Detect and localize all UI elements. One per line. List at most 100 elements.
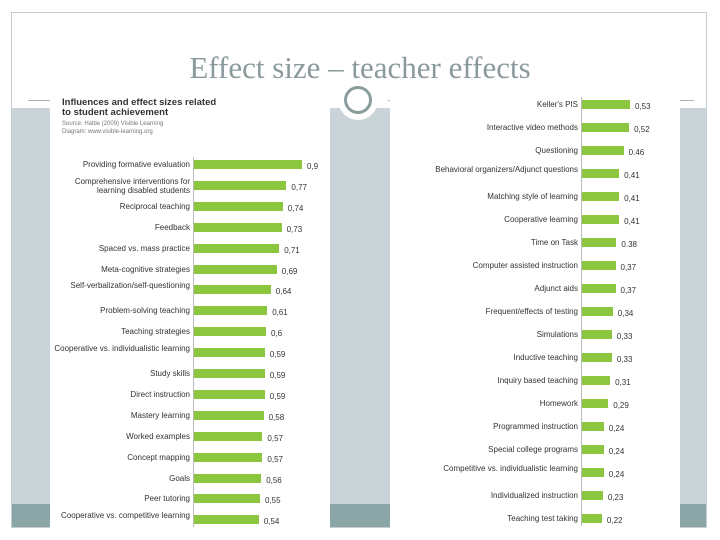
right-value-label: 0,41 (624, 194, 640, 203)
right-chart-axis (581, 97, 582, 526)
right-bar (582, 399, 609, 408)
right-value-label: 0,24 (608, 470, 625, 479)
chart-title-line1: Influences and effect sizes related (62, 97, 217, 108)
right-bar (582, 514, 602, 523)
left-category-label: Mastery learning (130, 410, 190, 420)
right-category-label: Adjunct aids (534, 284, 578, 293)
left-value-label: 0,57 (267, 433, 283, 443)
left-category-label: Cooperative vs. individualistic learning (54, 344, 190, 354)
left-value-label: 0,69 (281, 266, 298, 276)
left-category-label: Meta-cognitive strategies (101, 264, 190, 274)
left-bar (194, 452, 263, 462)
right-category-label: Frequent/effects of testing (485, 307, 578, 316)
right-category-label: Matching style of learning (487, 192, 578, 201)
right-value-label: 0,24 (608, 447, 625, 456)
chart-source-line1: Source: Hattie (2009) Visible Learning (62, 121, 164, 127)
left-value-label: 0,56 (266, 475, 282, 485)
left-category-label: Concept mapping (127, 452, 190, 462)
left-category-label: Study skills (149, 369, 190, 378)
slide-frame (11, 12, 707, 528)
left-value-label: 0,55 (265, 496, 281, 506)
right-category-label: Competitive vs. individualistic learning (443, 464, 578, 473)
right-bar (582, 238, 617, 247)
left-bar (194, 494, 260, 504)
right-bar (582, 353, 612, 362)
right-category-label: Special college programs (488, 445, 578, 454)
left-bar (194, 222, 282, 232)
chart-title: Influences and effect sizes related to s… (62, 98, 216, 118)
left-value-label: 0,58 (268, 412, 285, 422)
right-value-label: 0,37 (620, 263, 637, 272)
right-bar (582, 422, 604, 431)
left-bar (194, 180, 287, 190)
left-bar (194, 306, 268, 316)
left-value-label: 0,74 (287, 203, 304, 213)
left-value-label: 0,6 (271, 329, 283, 339)
left-bar (194, 285, 271, 295)
right-bar (582, 330, 612, 339)
left-bar (194, 201, 283, 211)
right-bar (582, 284, 616, 293)
left-bar (194, 431, 263, 441)
left-value-label: 0,64 (275, 287, 292, 297)
right-category-label: Individualized instruction (490, 491, 578, 500)
left-value-label: 0,57 (267, 454, 283, 464)
left-value-label: 0,59 (269, 391, 286, 401)
left-bar (194, 369, 265, 378)
right-category-label: Teaching test taking (507, 514, 578, 523)
right-category-label: Interactive video methods (486, 123, 578, 132)
right-value-label: 0,33 (616, 355, 633, 364)
right-category-label: Keller's PIS (536, 100, 578, 109)
left-bar (194, 515, 259, 525)
right-value-label: 0.46 (628, 148, 645, 157)
left-category-label: Spaced vs. mass practice (98, 243, 190, 253)
right-category-label: Questioning (535, 146, 578, 155)
left-category-label: Providing formative evaluation (82, 160, 190, 169)
right-value-label: 0,52 (634, 125, 650, 134)
left-category-label: Worked examples (126, 431, 190, 441)
right-value-label: 0,41 (624, 217, 640, 226)
right-value-label: 0,31 (615, 378, 631, 387)
left-value-label: 0,59 (269, 350, 286, 360)
right-bar (582, 445, 604, 454)
left-category-label: Feedback (154, 222, 190, 232)
left-value-label: 0,54 (263, 517, 280, 527)
right-bar (582, 376, 611, 385)
left-bar (194, 410, 264, 420)
right-bar (582, 215, 620, 224)
left-category-label: Teaching strategies (121, 327, 190, 337)
right-value-label: 0,34 (617, 309, 634, 318)
chart-left: Influences and effect sizes related to s… (50, 94, 330, 528)
right-category-label: Behavioral organizers/Adjunct questions (435, 165, 578, 174)
left-category-label: Reciprocal teaching (119, 201, 190, 211)
right-bar (582, 146, 624, 155)
left-category-label: Self-verbalization/self-questioning (70, 281, 190, 291)
left-bar (194, 243, 280, 253)
right-category-label: Computer assisted instruction (472, 261, 578, 270)
right-category-label: Inquiry based teaching (497, 376, 579, 385)
right-value-label: 0,23 (607, 493, 624, 502)
right-category-label: Time on Task (530, 238, 578, 247)
right-bar (582, 123, 630, 132)
chart-source-line2: Diagram: www.visible-learning.org (62, 129, 153, 135)
right-category-label: Programmed instruction (493, 422, 578, 431)
left-bar (194, 264, 277, 274)
left-bar (194, 160, 302, 169)
left-value-label: 0,77 (291, 182, 307, 192)
left-category-label: Cooperative vs. competitive learning (61, 511, 190, 521)
right-value-label: 0,53 (635, 102, 651, 111)
ring-ornament (338, 80, 378, 120)
right-value-label: 0,37 (620, 286, 637, 295)
right-value-label: 0,29 (613, 401, 629, 410)
left-category-label: Comprehensive interventions for learning… (74, 176, 190, 195)
right-bar (582, 100, 630, 109)
right-bar (582, 169, 620, 178)
right-bar (582, 491, 603, 500)
right-value-label: 0.38 (621, 240, 637, 249)
left-value-label: 0,71 (284, 245, 300, 255)
right-value-label: 0,24 (608, 424, 625, 433)
left-value-label: 0,59 (269, 371, 286, 380)
right-category-label: Inductive teaching (513, 353, 579, 362)
left-bar (194, 348, 265, 358)
chart-source: Source: Hattie (2009) Visible Learning D… (62, 120, 163, 136)
